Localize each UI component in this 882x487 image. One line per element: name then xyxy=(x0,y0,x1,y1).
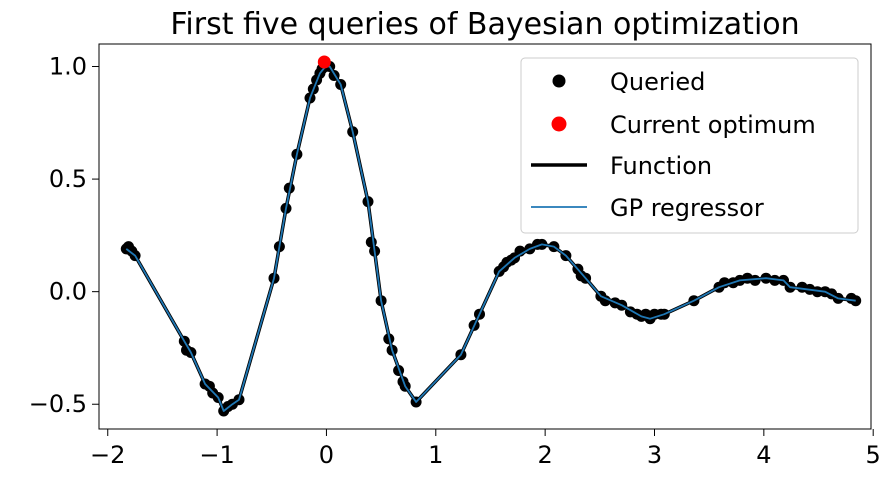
x-tick-label: 2 xyxy=(538,441,553,469)
chart-title: First five queries of Bayesian optimizat… xyxy=(170,7,799,42)
x-tick-label: 0 xyxy=(319,441,334,469)
x-tick-label: 1 xyxy=(428,441,443,469)
x-tick-label: 3 xyxy=(647,441,662,469)
queried-point xyxy=(749,274,761,286)
y-tick-label: 0.0 xyxy=(49,278,87,306)
queried-point xyxy=(599,295,611,307)
y-tick-label: −0.5 xyxy=(29,390,87,418)
y-tick-label: 1.0 xyxy=(49,53,87,81)
x-tick-label: −1 xyxy=(199,441,234,469)
current-optimum-point xyxy=(317,55,331,69)
axes-layer: −2 −1 0 1 2 3 4 5 −0.5 0.0 0.5 1.0 xyxy=(29,43,881,469)
gp-regressor-line xyxy=(125,65,856,412)
legend-queried-marker xyxy=(552,74,566,88)
x-tick-label: −2 xyxy=(90,441,125,469)
points-layer xyxy=(120,55,862,417)
legend-box xyxy=(520,57,859,234)
legend-queried-label: Queried xyxy=(610,68,705,96)
legend: Queried Current optimum Function GP regress… xyxy=(520,57,859,234)
y-tick-label: 0.5 xyxy=(49,165,87,193)
legend-current-optimum-label: Current optimum xyxy=(610,111,816,139)
legend-gp-regressor-label: GP regressor xyxy=(610,194,764,222)
plot-frame xyxy=(98,43,872,430)
legend-function-label: Function xyxy=(610,152,712,180)
x-tick-label: 4 xyxy=(756,441,771,469)
x-tick-label: 5 xyxy=(866,441,881,469)
queried-point xyxy=(811,286,823,298)
legend-current-optimum-marker xyxy=(551,116,567,132)
queried-point xyxy=(769,274,781,286)
